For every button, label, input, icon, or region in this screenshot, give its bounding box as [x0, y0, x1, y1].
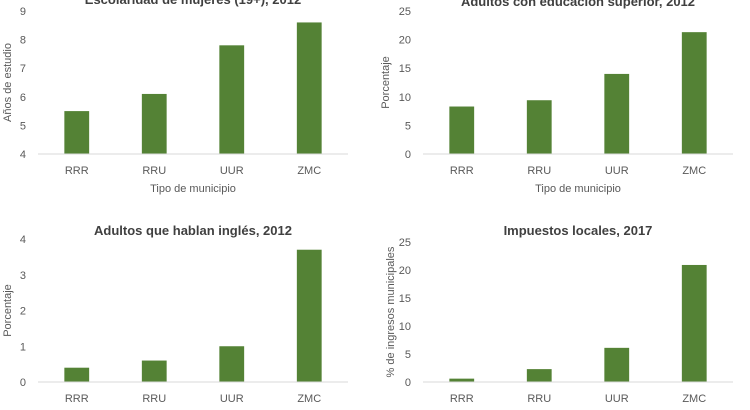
- bar-rru: [526, 369, 552, 382]
- x-tick-label: RRR: [65, 393, 89, 405]
- chart-title: Escolaridad de mujeres (19+), 2012: [85, 0, 301, 7]
- x-tick-label: RRU: [142, 165, 166, 177]
- x-tick-label: RRR: [65, 165, 89, 177]
- y-tick-label: 25: [399, 6, 411, 18]
- y-tick-label: 3: [20, 270, 26, 282]
- x-tick-label: RRR: [450, 393, 474, 405]
- y-tick-label: 15: [399, 293, 411, 305]
- y-tick-label: 10: [399, 321, 411, 333]
- y-tick-label: 2: [20, 306, 26, 318]
- bar-rrr: [64, 111, 90, 154]
- bar-rru: [141, 360, 167, 382]
- x-tick-label: UUR: [605, 165, 629, 177]
- x-tick-label: ZMC: [297, 393, 321, 405]
- chart-3: Adultos que hablan inglés, 2012 0 1 2 3 4 RRR R…: [2, 223, 348, 405]
- y-tick-label: 20: [399, 265, 411, 277]
- y-tick-label: 10: [399, 92, 411, 104]
- y-axis-label: Años de estudio: [2, 43, 14, 122]
- y-axis-label: % de ingresos municipales: [385, 246, 397, 377]
- x-tick-label: ZMC: [297, 165, 321, 177]
- chart-4: Impuestos locales, 2017 0 5 10 15 20 25 RRR RRU U…: [385, 223, 733, 405]
- x-tick-label: ZMC: [682, 165, 706, 177]
- bar-rru: [141, 93, 167, 154]
- y-tick-label: 4: [20, 234, 26, 246]
- y-tick-label: 9: [20, 6, 26, 18]
- bar-rrr: [64, 367, 90, 382]
- y-tick-label: 5: [405, 349, 411, 361]
- y-tick-label: 0: [20, 377, 26, 389]
- bar-uur: [604, 73, 630, 154]
- y-tick-label: 25: [399, 237, 411, 249]
- bar-uur: [604, 347, 630, 382]
- y-tick-label: 15: [399, 63, 411, 75]
- y-tick-label: 8: [20, 35, 26, 47]
- y-tick-label: 1: [20, 341, 26, 353]
- y-axis-label: Porcentaje: [2, 284, 14, 337]
- chart-1: Escolaridad de mujeres (19+), 2012 4 5 6 7 8 9…: [2, 0, 348, 195]
- x-tick-label: UUR: [605, 393, 629, 405]
- bar-rrr: [449, 378, 475, 382]
- y-tick-label: 6: [20, 92, 26, 104]
- x-tick-label: RRU: [527, 165, 551, 177]
- bar-zmc: [296, 22, 322, 154]
- x-tick-label: RRU: [527, 393, 551, 405]
- chart-title: Adultos que hablan inglés, 2012: [94, 223, 292, 238]
- bar-uur: [219, 45, 245, 154]
- y-tick-label: 0: [405, 377, 411, 389]
- y-tick-label: 7: [20, 63, 26, 75]
- y-tick-label: 5: [405, 120, 411, 132]
- y-axis-label: Porcentaje: [380, 56, 392, 109]
- y-tick-label: 5: [20, 120, 26, 132]
- bar-zmc: [681, 32, 707, 154]
- x-tick-label: RRU: [142, 393, 166, 405]
- x-tick-label: RRR: [450, 165, 474, 177]
- x-tick-label: UUR: [220, 165, 244, 177]
- x-axis-label: Tipo de municipio: [535, 183, 621, 195]
- x-tick-label: UUR: [220, 393, 244, 405]
- bar-uur: [219, 346, 245, 382]
- bar-zmc: [296, 249, 322, 382]
- y-tick-label: 4: [20, 149, 26, 161]
- chart-2: Adultos con educación superior, 2012 0 5 10…: [380, 0, 733, 195]
- chart-title: Impuestos locales, 2017: [504, 223, 653, 238]
- chart-title: Adultos con educación superior, 2012: [461, 0, 695, 9]
- x-axis-label: Tipo de municipio: [150, 183, 236, 195]
- x-tick-label: ZMC: [682, 393, 706, 405]
- bar-rru: [526, 100, 552, 154]
- bar-rrr: [449, 106, 475, 154]
- y-tick-label: 0: [405, 149, 411, 161]
- bar-zmc: [681, 264, 707, 382]
- y-tick-label: 20: [399, 35, 411, 47]
